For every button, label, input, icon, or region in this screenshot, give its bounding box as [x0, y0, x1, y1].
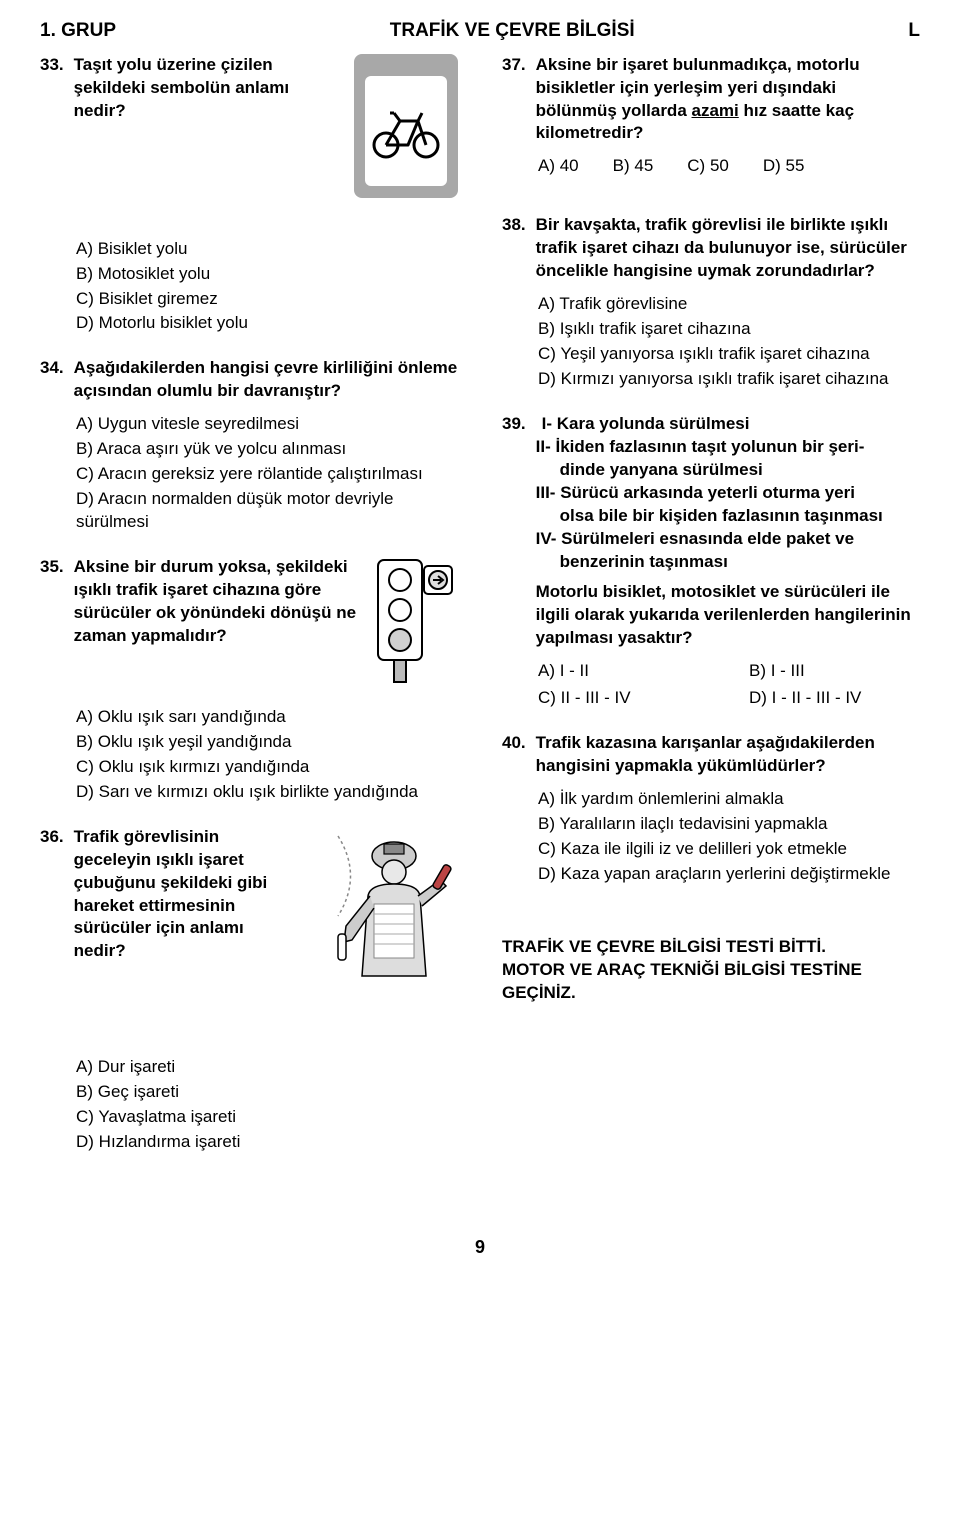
q36-text: Trafik görevlisinin geceleyin ışıklı işa…: [74, 826, 298, 964]
end-of-section-note: TRAFİK VE ÇEVRE BİLGİSİ TESTİ BİTTİ. MOT…: [502, 936, 920, 1005]
question-37: 37. Aksine bir işaret bulunmadıkça, moto…: [502, 54, 920, 179]
q40-option-d: D) Kaza yapan araçların yerlerini değişt…: [538, 863, 920, 886]
header-right: L: [908, 18, 920, 44]
q38-option-c: C) Yeşil yanıyorsa ışıklı trafik işaret …: [538, 343, 920, 366]
q37-text: Aksine bir işaret bulunmadıkça, motorlu …: [536, 54, 920, 146]
bicycle-sign-icon: [354, 54, 458, 198]
q39-option-d: D) I - II - III - IV: [749, 687, 920, 710]
q33-option-a: A) Bisiklet yolu: [76, 238, 458, 261]
header-left: 1. GRUP: [40, 18, 116, 44]
question-35: 35. Aksine bir durum yoksa, şekildeki ış…: [40, 556, 458, 804]
question-36: 36. Trafik görevlisinin geceleyin ışıklı…: [40, 826, 458, 1154]
question-33: 33. Taşıt yolu üzerine çizilen şekildeki…: [40, 54, 458, 336]
q37-number: 37.: [502, 54, 526, 146]
traffic-officer-icon: [308, 826, 458, 996]
question-39: 39. I- Kara yolunda sürülmesi II- İkiden…: [502, 413, 920, 710]
q39-roman-2a: II- İkiden fazlasının taşıt yolunun bir …: [536, 436, 920, 459]
q34-option-b: B) Araca aşırı yük ve yolcu alınması: [76, 438, 458, 461]
q38-option-b: B) Işıklı trafik işaret cihazına: [538, 318, 920, 341]
q36-option-d: D) Hızlandırma işareti: [76, 1131, 458, 1154]
header-center: TRAFİK VE ÇEVRE BİLGİSİ: [390, 18, 635, 44]
q35-text: Aksine bir durum yoksa, şekildeki ışıklı…: [74, 556, 362, 648]
q39-roman-4a: IV- Sürülmeleri esnasında elde paket ve: [536, 528, 920, 551]
question-40: 40. Trafik kazasına karışanlar aşağıdaki…: [502, 732, 920, 886]
q40-option-b: B) Yaralıların ilaçlı tedavisini yapmakl…: [538, 813, 920, 836]
q40-text: Trafik kazasına karışanlar aşağıdakilerd…: [536, 732, 920, 778]
q39-option-a: A) I - II: [538, 660, 709, 683]
page-number: 9: [40, 1235, 920, 1259]
q39-option-b: B) I - III: [749, 660, 920, 683]
q38-text: Bir kavşakta, trafik görevlisi ile birli…: [536, 214, 920, 283]
question-38: 38. Bir kavşakta, trafik görevlisi ile b…: [502, 214, 920, 391]
q39-roman-3a: III- Sürücü arkasında yeterli oturma yer…: [536, 482, 920, 505]
q39-roman-4b: benzerinin taşınması: [560, 551, 920, 574]
q35-number: 35.: [40, 556, 64, 648]
q39-roman-3b: olsa bile bir kişiden fazlasının taşınma…: [560, 505, 920, 528]
q36-option-b: B) Geç işareti: [76, 1081, 458, 1104]
q38-number: 38.: [502, 214, 526, 283]
q39-stem: Motorlu bisiklet, motosiklet ve sürücüle…: [536, 581, 920, 650]
q39-roman-1: I- Kara yolunda sürülmesi: [542, 413, 920, 436]
traffic-light-icon: [372, 556, 458, 686]
footer-line-1: TRAFİK VE ÇEVRE BİLGİSİ TESTİ BİTTİ.: [502, 936, 920, 959]
q37-option-c: C) 50: [687, 155, 729, 178]
q38-option-d: D) Kırmızı yanıyorsa ışıklı trafik işare…: [538, 368, 920, 391]
q37-option-b: B) 45: [613, 155, 654, 178]
q34-option-a: A) Uygun vitesle seyredilmesi: [76, 413, 458, 436]
footer-line-2: MOTOR VE ARAÇ TEKNİĞİ BİLGİSİ TESTİNE: [502, 959, 920, 982]
footer-line-3: GEÇİNİZ.: [502, 982, 920, 1005]
q40-number: 40.: [502, 732, 526, 778]
q37-option-d: D) 55: [763, 155, 805, 178]
q34-text: Aşağıdakilerden hangisi çevre kirliliğin…: [74, 357, 458, 403]
q39-roman-2b: dinde yanyana sürülmesi: [560, 459, 920, 482]
q35-option-b: B) Oklu ışık yeşil yandığında: [76, 731, 458, 754]
q33-number: 33.: [40, 54, 64, 123]
q36-option-a: A) Dur işareti: [76, 1056, 458, 1079]
q34-number: 34.: [40, 357, 64, 403]
q34-option-c: C) Aracın gereksiz yere rölantide çalışt…: [76, 463, 458, 486]
q38-option-a: A) Trafik görevlisine: [538, 293, 920, 316]
q34-option-d: D) Aracın normalden düşük motor devriyle…: [76, 488, 458, 534]
q35-option-d: D) Sarı ve kırmızı oklu ışık birlikte ya…: [76, 781, 458, 804]
q36-number: 36.: [40, 826, 64, 964]
question-34: 34. Aşağıdakilerden hangisi çevre kirlil…: [40, 357, 458, 534]
q33-option-c: C) Bisiklet giremez: [76, 288, 458, 311]
q39-option-c: C) II - III - IV: [538, 687, 709, 710]
q39-number: 39.: [502, 413, 526, 650]
q37-option-a: A) 40: [538, 155, 579, 178]
q39-text: I- Kara yolunda sürülmesi II- İkiden faz…: [536, 413, 920, 650]
q33-option-b: B) Motosiklet yolu: [76, 263, 458, 286]
q35-option-a: A) Oklu ışık sarı yandığında: [76, 706, 458, 729]
q40-option-c: C) Kaza ile ilgili iz ve delilleri yok e…: [538, 838, 920, 861]
page-header: 1. GRUP TRAFİK VE ÇEVRE BİLGİSİ L: [40, 18, 920, 44]
q36-option-c: C) Yavaşlatma işareti: [76, 1106, 458, 1129]
q35-option-c: C) Oklu ışık kırmızı yandığında: [76, 756, 458, 779]
q33-option-d: D) Motorlu bisiklet yolu: [76, 312, 458, 335]
q33-text: Taşıt yolu üzerine çizilen şekildeki sem…: [74, 54, 344, 123]
q40-option-a: A) İlk yardım önlemlerini almakla: [538, 788, 920, 811]
